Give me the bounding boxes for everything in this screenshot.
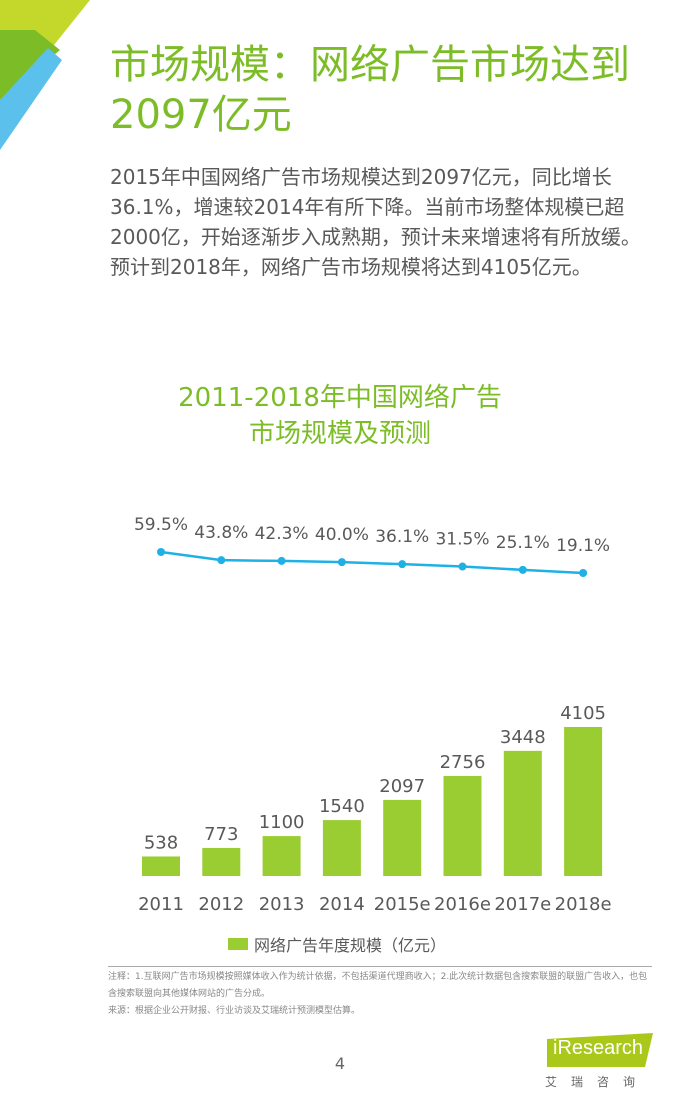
bar-value-label: 538	[144, 832, 178, 853]
bar-value-label: 773	[204, 824, 238, 845]
bar	[564, 727, 603, 876]
divider	[108, 966, 652, 967]
page-number: 4	[334, 1054, 346, 1073]
x-tick-label: 2016e	[434, 894, 491, 915]
x-tick-label: 2012	[198, 894, 244, 915]
x-tick-label: 2017e	[494, 894, 551, 915]
source-text: 来源：根据企业公开财报、行业访谈及艾瑞统计预测模型估算。	[108, 1006, 361, 1016]
bar-value-label: 1100	[259, 812, 305, 833]
bar-value-label: 2756	[440, 752, 486, 773]
footnotes: 注释：1.互联网广告市场规模按照媒体收入作为统计依据，不包括渠道代理商收入；2.…	[108, 969, 653, 1020]
x-tick-label: 2013	[259, 894, 305, 915]
bar	[322, 820, 361, 876]
growth-label: 19.1%	[556, 536, 610, 556]
growth-label: 40.0%	[315, 525, 369, 545]
growth-point	[217, 556, 226, 565]
growth-line	[160, 550, 584, 575]
bar-value-label: 3448	[500, 727, 546, 748]
growth-label: 25.1%	[496, 533, 550, 553]
growth-point	[398, 560, 407, 569]
bar-value-label: 4105	[560, 703, 606, 724]
bar	[383, 799, 422, 876]
x-tick-label: 2015e	[374, 894, 431, 915]
legend-swatch	[228, 938, 248, 950]
growth-point	[157, 547, 165, 556]
legend-label: 网络广告年度规模（亿元）	[254, 936, 447, 955]
page-title: 市场规模：网络广告市场达到 2097亿元	[110, 42, 630, 138]
growth-label: 59.5%	[134, 515, 188, 535]
chart: 59.5% 43.8% 42.3% 40.0% 36.1% 31.5% 25.1% 19.1%…	[134, 515, 612, 915]
growth-point	[579, 569, 588, 577]
chart-title: 2011-2018年中国网络广告 市场规模及预测	[178, 383, 502, 449]
bar-value-label: 1540	[319, 796, 365, 817]
chart-legend: 网络广告年度规模（亿元）	[228, 932, 446, 956]
bar-value-label: 2097	[379, 776, 425, 797]
x-tick-label: 2011	[138, 894, 184, 915]
bar	[202, 847, 241, 876]
bar	[142, 856, 180, 876]
bar	[503, 750, 542, 876]
growth-label: 42.3%	[255, 524, 309, 544]
note-text: 注释：1.互联网广告市场规模按照媒体收入作为统计依据，不包括渠道代理商收入；2.…	[108, 972, 648, 999]
bar	[443, 775, 482, 876]
iresearch-logo: iResearch 艾瑞咨询	[545, 1033, 655, 1093]
growth-point	[337, 558, 346, 567]
growth-point	[518, 565, 527, 574]
bar	[262, 836, 301, 876]
intro-paragraph: 2015年中国网络广告市场规模达到2097亿元，同比增长36.1%，增速较201…	[110, 165, 641, 279]
growth-label: 43.8%	[194, 523, 248, 543]
growth-label: 31.5%	[435, 530, 489, 550]
corner-decoration	[0, 0, 90, 150]
x-tick-label: 2014	[319, 894, 365, 915]
x-tick-label: 2018e	[555, 894, 612, 915]
growth-label: 36.1%	[375, 527, 429, 547]
growth-point	[277, 556, 286, 565]
growth-point	[458, 562, 467, 571]
